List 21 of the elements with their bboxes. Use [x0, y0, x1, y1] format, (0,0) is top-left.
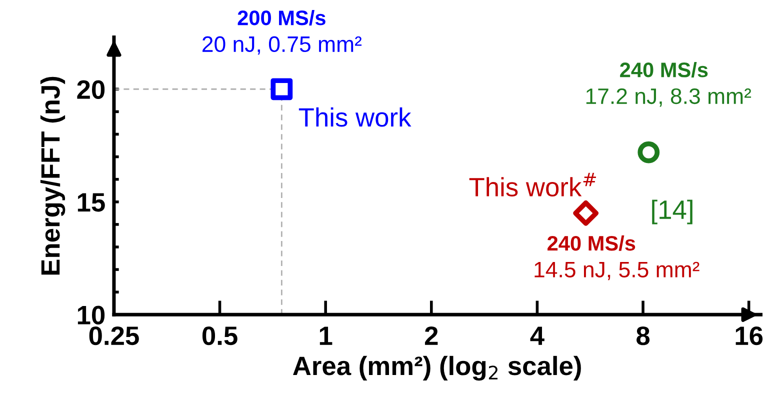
x-tick-label: 1 [320, 326, 332, 345]
y-axis-title: Energy/FFT (nJ) [40, 76, 66, 275]
x-axis-title: Area (mm²) (log$_{2}$ scale) [293, 356, 581, 381]
annotation: 240 MS/s [620, 62, 708, 78]
x-tick-label: 8 [636, 326, 650, 346]
x-tick-label: 0.5 [202, 326, 238, 346]
series-label: [14] [652, 200, 692, 224]
x-tick-label: 16 [736, 326, 763, 346]
annotation: 240 MS/s [548, 235, 636, 251]
x-tick-label: 4 [530, 326, 544, 345]
annotation: 14.5 nJ, 5.5 mm² [534, 262, 700, 280]
annotation: 17.2 nJ, 8.3 mm² [586, 88, 752, 107]
y-tick-label: 15 [78, 193, 105, 212]
y-tick-label: 20 [77, 80, 105, 99]
series-label: This work [298, 107, 412, 127]
text: 200 MS/s [238, 10, 326, 26]
annotation: 20 nJ, 0.75 mm² [202, 36, 362, 55]
x-tick-label: 0.25 [89, 326, 139, 346]
y-tick-label: 10 [78, 306, 105, 324]
x-tick-label: 2 [424, 326, 438, 345]
series-label: This work$^{#}$ [469, 172, 596, 197]
